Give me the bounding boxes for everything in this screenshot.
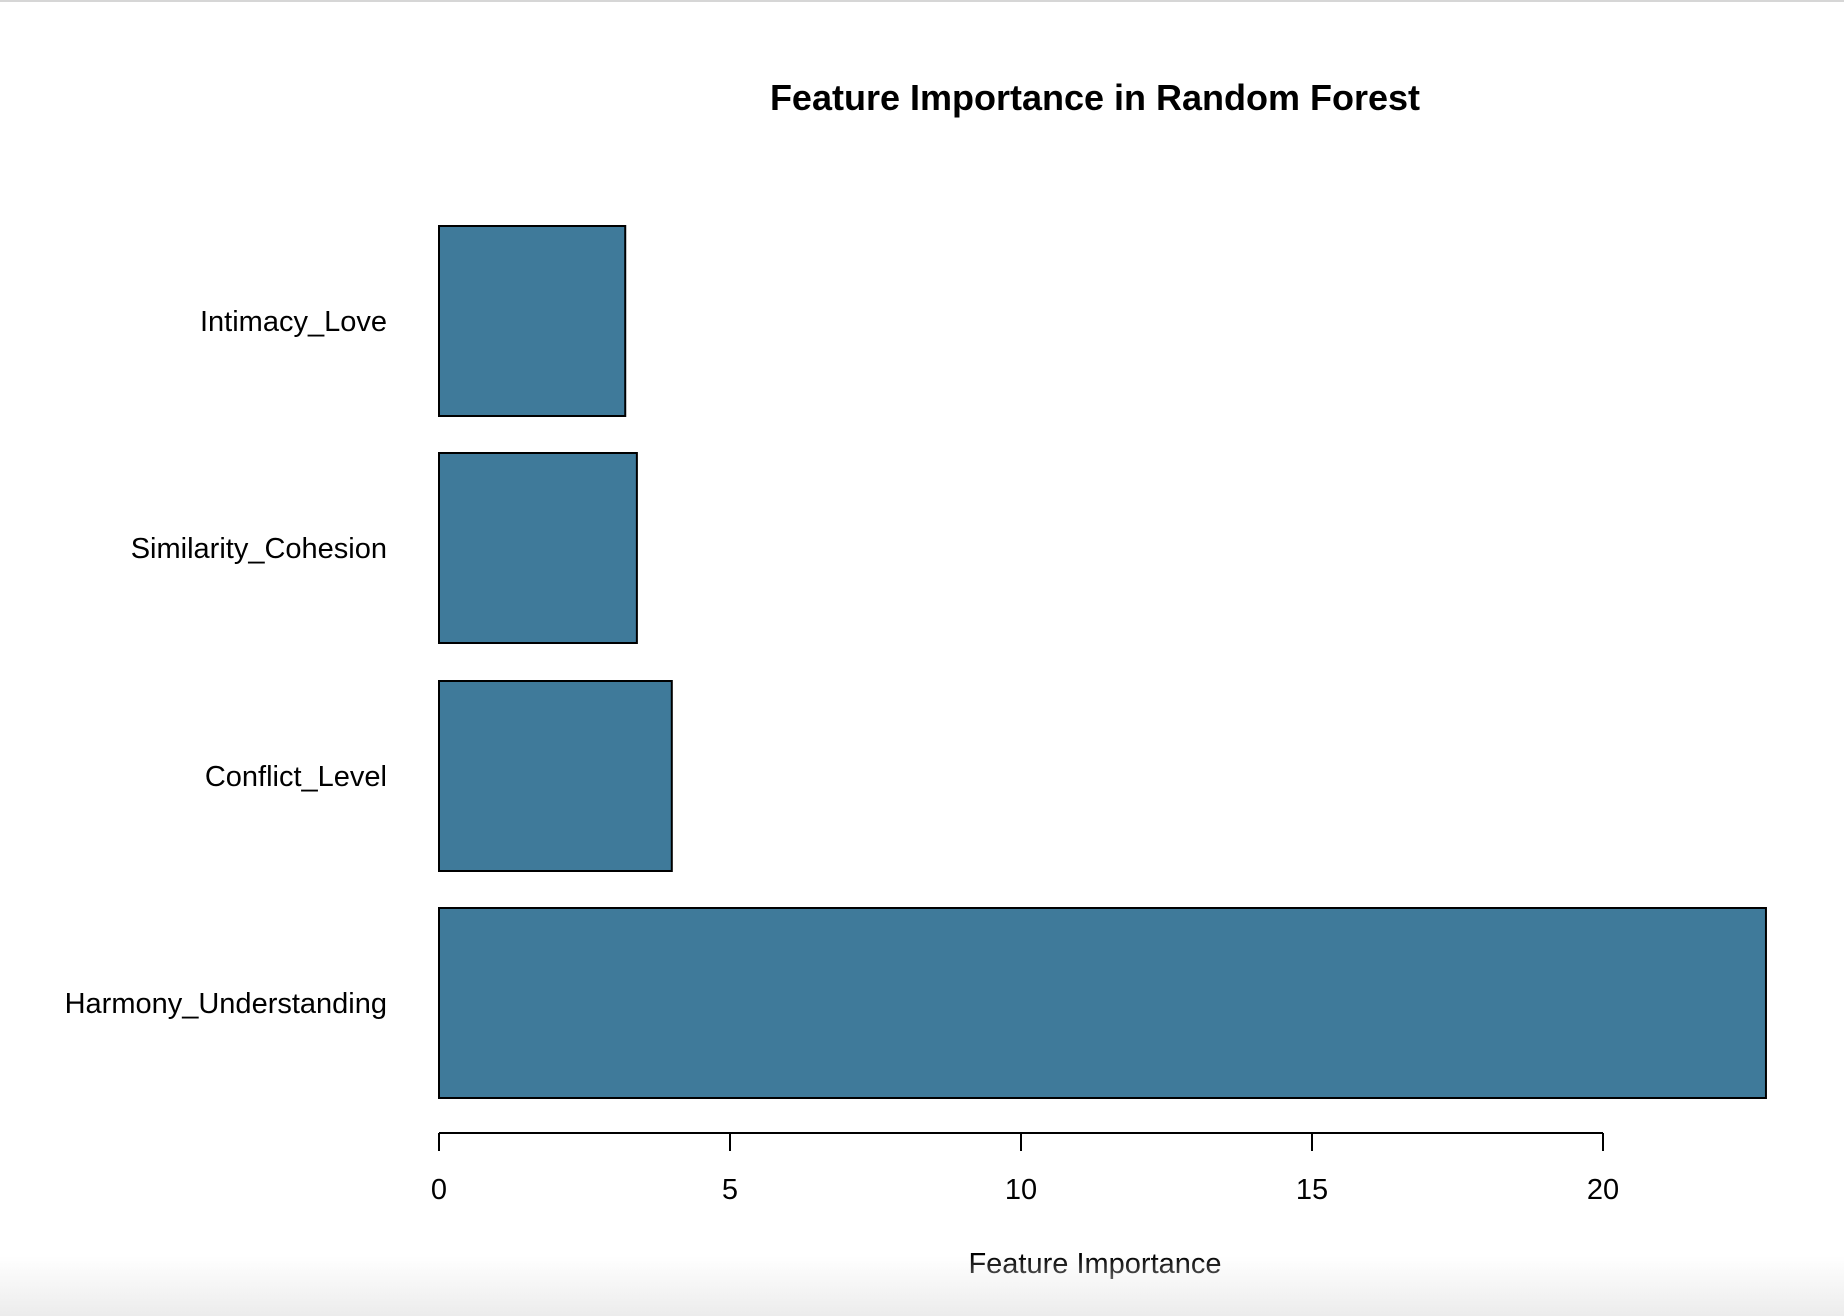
chart-title: Feature Importance in Random Forest xyxy=(770,77,1420,118)
x-tick-label: 0 xyxy=(431,1174,447,1206)
x-tick-label: 10 xyxy=(1005,1174,1037,1206)
bar-similarity-cohesion xyxy=(438,452,638,644)
category-label: Harmony_Understanding xyxy=(65,988,387,1020)
bar-harmony-understanding xyxy=(438,907,1767,1099)
x-tick-label: 5 xyxy=(722,1174,738,1206)
x-axis: 0 5 10 15 20 xyxy=(431,1132,1619,1206)
category-labels: Harmony_Understanding Conflict_Level Simil… xyxy=(65,306,387,1020)
bar-intimacy-love xyxy=(438,225,627,417)
category-label: Intimacy_Love xyxy=(200,306,387,338)
x-axis-label: Feature Importance xyxy=(968,1248,1221,1280)
category-label: Similarity_Cohesion xyxy=(131,533,387,565)
x-tick-label: 20 xyxy=(1587,1174,1619,1206)
bar-conflict-level xyxy=(438,680,673,872)
bars-group xyxy=(438,225,1767,1099)
x-tick-label: 15 xyxy=(1296,1174,1328,1206)
category-label: Conflict_Level xyxy=(205,761,387,793)
